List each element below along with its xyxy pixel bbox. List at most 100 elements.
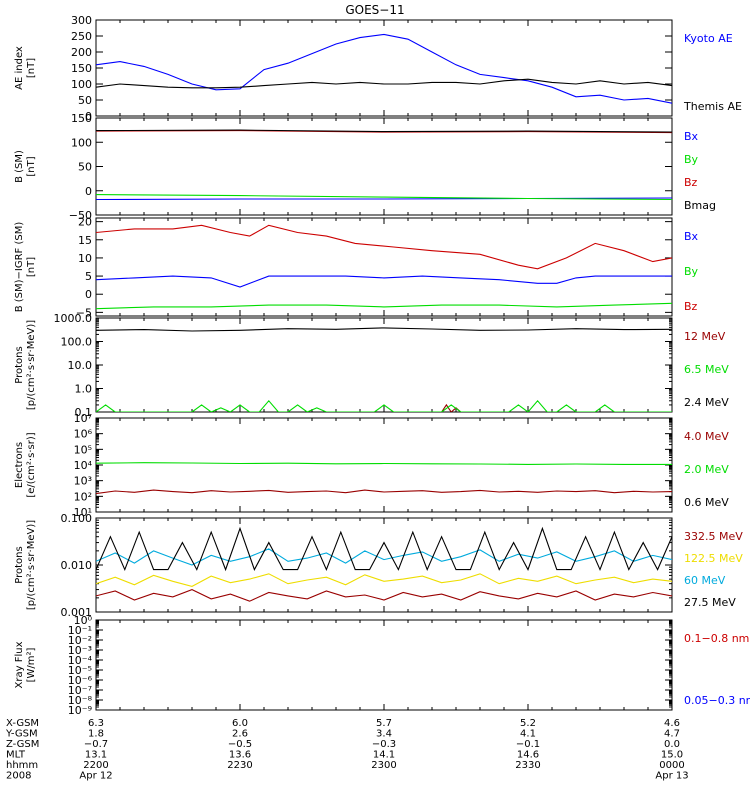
legend-entry: By bbox=[684, 265, 699, 278]
footer-value: 13.6 bbox=[229, 750, 251, 761]
series-line-12-mev bbox=[441, 403, 462, 412]
series-line-332-5-mev bbox=[96, 589, 672, 602]
footer-value: 14.6 bbox=[517, 750, 539, 761]
footer-value: 2330 bbox=[515, 760, 540, 771]
y-axis-label: AE index bbox=[14, 46, 25, 90]
footer-row-label: MLT bbox=[6, 750, 26, 761]
y-axis-label: [p/(cm²·s·sr·MeV)] bbox=[26, 520, 37, 610]
panel-frame bbox=[95, 417, 673, 513]
y-tick-label: 0.010 bbox=[61, 559, 93, 572]
series-line-6-5-mev bbox=[96, 399, 672, 412]
footer-value: Apr 13 bbox=[655, 771, 688, 782]
y-axis-label: [nT] bbox=[26, 58, 37, 78]
footer-value: 2300 bbox=[371, 760, 396, 771]
y-tick-label: 100 bbox=[71, 78, 92, 91]
y-tick-label: 10⁻⁴ bbox=[68, 654, 93, 667]
legend-entry: 12 MeV bbox=[684, 330, 726, 343]
legend-entry: By bbox=[684, 153, 699, 166]
footer-row-label: Z-GSM bbox=[6, 739, 39, 750]
legend-entry: 6.5 MeV bbox=[684, 363, 729, 376]
y-tick-label: 150 bbox=[71, 112, 92, 125]
footer-value: 15.0 bbox=[661, 750, 683, 761]
y-tick-label: 10⁻² bbox=[68, 634, 92, 647]
legend-entry: Bz bbox=[684, 300, 698, 313]
y-tick-label: 200 bbox=[71, 46, 92, 59]
series-line-122-5-mev bbox=[96, 573, 672, 587]
y-tick-label: −50 bbox=[69, 209, 92, 222]
legend-entry: 27.5 MeV bbox=[684, 596, 736, 609]
panel-5: 10¹ 10² 10³ 10⁴ 10⁵ 10⁶ 10⁷ Electrons [e/(cm²·s·… bbox=[14, 412, 729, 519]
legend-entry: 2.4 MeV bbox=[684, 396, 729, 409]
panel-frame bbox=[95, 517, 673, 613]
footer-value: 13.1 bbox=[85, 750, 107, 761]
footer-value: 2200 bbox=[83, 760, 108, 771]
series-line-2-0-mev bbox=[96, 462, 672, 465]
panel-3: −5 0 5 10 15 20 B (SM)−IGRF (SM) [nT] Bx By Bz bbox=[14, 216, 699, 320]
series-line-kyoto-ae bbox=[96, 33, 672, 104]
legend-entry: 60 MeV bbox=[684, 574, 726, 587]
legend-entry: 332.5 MeV bbox=[684, 530, 743, 543]
y-tick-label: 10⁻³ bbox=[68, 644, 92, 657]
footer-value: −0.1 bbox=[516, 739, 540, 750]
footer-row-label: hhmm bbox=[6, 760, 38, 771]
panel-2: −50 0 50 100 150 B (SM) [nT] Bx By Bz Bmag bbox=[14, 112, 716, 222]
legend-entry: Bx bbox=[684, 130, 699, 143]
footer-value: 6.0 bbox=[232, 718, 248, 729]
y-tick-label: 0 bbox=[85, 288, 92, 301]
y-tick-label: 1000.0 bbox=[54, 312, 93, 325]
y-tick-label: 10.0 bbox=[68, 359, 93, 372]
y-axis-label: Protons bbox=[14, 346, 25, 383]
footer-value: −0.7 bbox=[84, 739, 108, 750]
series-line-2-4-mev bbox=[96, 327, 672, 332]
legend-entry: 0.05−0.3 nm bbox=[684, 694, 750, 707]
y-axis-label: [W/m²] bbox=[26, 647, 37, 682]
series-line-themis-ae bbox=[96, 78, 672, 89]
y-tick-label: 250 bbox=[71, 30, 92, 43]
footer-value: 4.7 bbox=[664, 729, 680, 740]
y-tick-label: 50 bbox=[78, 161, 92, 174]
y-tick-label: 10⁻¹ bbox=[68, 624, 92, 637]
y-tick-label: 0.1 bbox=[75, 406, 93, 419]
legend-entry: Kyoto AE bbox=[684, 32, 733, 45]
panel-6: 0.001 0.010 0.100 Protons [p/(cm²·s·sr·MeV)]… bbox=[14, 512, 743, 619]
y-tick-label: 10⁶ bbox=[74, 428, 93, 441]
y-axis-label: B (SM)−IGRF (SM) bbox=[14, 222, 25, 313]
y-tick-label: −5 bbox=[76, 306, 92, 319]
y-tick-label: 300 bbox=[71, 14, 92, 27]
y-tick-label: 10 bbox=[78, 252, 92, 265]
legend-entry: Bmag bbox=[684, 199, 716, 212]
series-line-bmag bbox=[96, 129, 672, 133]
y-axis-label: B (SM) bbox=[14, 150, 25, 183]
y-tick-label: 0 bbox=[85, 185, 92, 198]
y-tick-label: 10⁻⁵ bbox=[68, 664, 92, 677]
y-axis-label: [nT] bbox=[26, 156, 37, 176]
footer-value: 6.3 bbox=[88, 718, 104, 729]
legend-entry: Bz bbox=[684, 176, 698, 189]
footer-value: 14.1 bbox=[373, 750, 395, 761]
y-tick-label: 10³ bbox=[74, 475, 92, 488]
y-tick-label: 10⁰ bbox=[74, 614, 93, 627]
panel-frame bbox=[95, 619, 673, 711]
footer-value: −0.5 bbox=[228, 739, 252, 750]
y-tick-label: 10⁻⁷ bbox=[68, 684, 92, 697]
footer-value: −0.3 bbox=[372, 739, 396, 750]
footer-row-label: X-GSM bbox=[6, 718, 39, 729]
panel-1: 0 50 100 150 200 250 300 AE index [nT] Kyoto AE Th… bbox=[14, 14, 742, 123]
y-axis-label: Electrons bbox=[14, 442, 25, 488]
series-line-bx bbox=[96, 275, 672, 288]
y-tick-label: 0 bbox=[85, 110, 92, 123]
y-tick-label: 20 bbox=[78, 216, 92, 229]
y-tick-label: 10¹ bbox=[74, 506, 92, 519]
footer-value: 4.6 bbox=[664, 718, 680, 729]
y-axis-label: Protons bbox=[14, 546, 25, 583]
footer-value: 2230 bbox=[227, 760, 252, 771]
y-tick-label: 10⁴ bbox=[74, 459, 93, 472]
y-tick-label: 5 bbox=[85, 270, 92, 283]
y-tick-label: 0.001 bbox=[61, 606, 93, 619]
footer-value: 2.6 bbox=[232, 729, 248, 740]
y-axis-label: Xray Flux bbox=[14, 641, 25, 688]
footer-value: 3.4 bbox=[376, 729, 392, 740]
y-tick-label: 150 bbox=[71, 62, 92, 75]
